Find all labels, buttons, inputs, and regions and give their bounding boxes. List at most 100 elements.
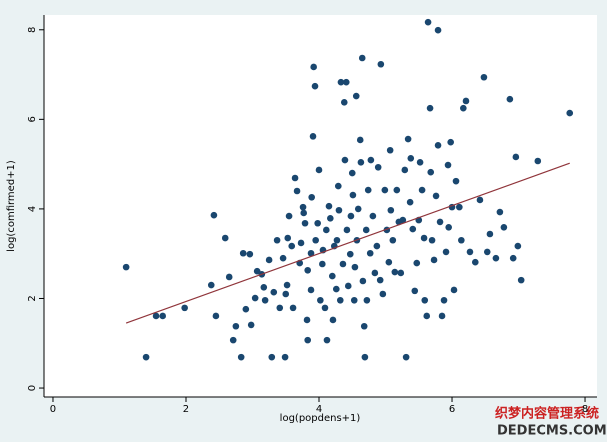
y-tick-label: 0 — [27, 385, 38, 391]
point — [447, 138, 454, 146]
point — [401, 166, 409, 174]
point — [359, 277, 367, 285]
point — [379, 290, 387, 298]
point — [361, 353, 369, 361]
watermark: DEDECMS.COM — [497, 424, 607, 439]
point — [334, 182, 342, 190]
point — [242, 305, 250, 313]
point — [212, 312, 220, 320]
watermark: 织梦内容管理系统 — [495, 406, 599, 422]
point — [288, 242, 296, 250]
point — [434, 26, 442, 34]
point — [500, 223, 508, 231]
point — [424, 18, 432, 26]
point — [367, 156, 375, 164]
point — [354, 205, 362, 213]
point — [432, 192, 440, 200]
y-tick-label: 8 — [27, 27, 38, 33]
point — [421, 296, 429, 304]
point — [340, 99, 348, 106]
point — [428, 236, 436, 244]
x-tick-label: 8 — [582, 404, 588, 415]
point — [327, 215, 334, 222]
point — [336, 296, 344, 304]
point — [358, 54, 366, 62]
point — [312, 236, 319, 244]
point — [343, 226, 351, 234]
point — [291, 174, 299, 182]
point — [486, 230, 494, 238]
point — [283, 281, 291, 289]
point — [436, 218, 444, 226]
x-tick-label: 2 — [183, 404, 189, 415]
point — [207, 281, 215, 289]
point — [329, 272, 336, 280]
point — [430, 256, 438, 264]
point — [317, 296, 324, 304]
point — [407, 155, 415, 162]
point — [404, 135, 412, 143]
point — [347, 212, 355, 220]
point — [246, 250, 254, 258]
point — [423, 312, 431, 320]
point — [362, 226, 370, 234]
point — [308, 193, 315, 201]
point — [265, 256, 273, 264]
point — [270, 288, 278, 296]
fit-line — [125, 162, 570, 324]
point — [341, 156, 349, 164]
point — [247, 321, 255, 329]
point — [323, 336, 331, 344]
point — [304, 266, 311, 274]
point — [363, 296, 371, 304]
point — [514, 242, 522, 250]
point — [325, 202, 333, 210]
point — [335, 206, 343, 214]
point — [492, 254, 500, 262]
y-axis-title: log(comfirmed+1) — [6, 160, 17, 252]
point — [426, 104, 434, 112]
point — [309, 133, 317, 140]
point — [344, 282, 352, 290]
point — [450, 286, 458, 294]
point — [381, 186, 389, 194]
point — [509, 254, 517, 262]
point — [329, 316, 337, 324]
point — [337, 78, 345, 86]
point — [385, 258, 393, 266]
point — [237, 353, 245, 361]
point — [314, 219, 321, 227]
plot-area — [44, 15, 597, 397]
point — [444, 161, 452, 169]
point — [282, 290, 290, 298]
point — [434, 142, 442, 149]
point — [517, 276, 525, 284]
point — [285, 212, 293, 220]
x-tick-label: 6 — [449, 404, 455, 415]
point — [321, 304, 329, 312]
point — [399, 216, 407, 224]
point — [307, 249, 315, 257]
point — [300, 209, 308, 217]
point — [268, 353, 276, 361]
point — [480, 73, 488, 81]
point — [458, 236, 465, 244]
point — [229, 336, 237, 344]
point — [303, 316, 311, 324]
point — [512, 153, 520, 161]
point — [352, 92, 360, 100]
point — [413, 259, 421, 267]
point — [506, 95, 514, 103]
point — [471, 258, 479, 266]
point — [456, 203, 463, 211]
point — [406, 198, 414, 206]
point — [411, 287, 419, 295]
point — [299, 203, 307, 211]
x-tick-label: 0 — [50, 404, 56, 415]
point — [409, 225, 417, 233]
point — [397, 269, 405, 277]
point — [333, 236, 341, 244]
point — [311, 82, 319, 90]
